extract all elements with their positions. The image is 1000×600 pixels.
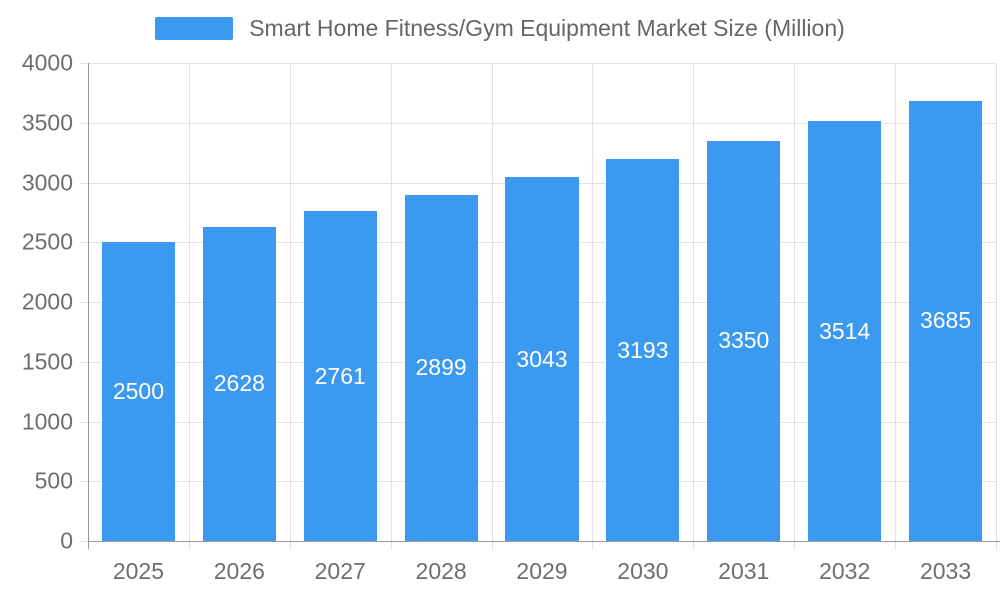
bar-2032[interactable]: 3514 [808,121,882,541]
y-tick-label: 0 [60,527,73,554]
bar-value-label: 3193 [617,336,669,363]
plot-area: 0 500 1000 1500 2000 2500 3000 3500 4000 2500 2025… [22,50,1000,584]
y-tick-mark [80,242,88,244]
y-tick-label: 1500 [21,348,73,375]
bar-value-label: 2500 [112,378,165,405]
x-tick-mark [390,542,392,550]
v-gridline [895,63,897,541]
y-tick-mark [80,63,88,64]
bar-2025[interactable]: 2500 [101,242,175,541]
y-tick-mark [80,182,88,184]
bar-2028[interactable]: 2899 [404,194,478,541]
bar-2027[interactable]: 2761 [303,211,377,541]
y-tick-mark [80,541,88,542]
y-tick-label: 2000 [21,288,73,315]
y-tick-label: 2500 [21,228,73,255]
bar-value-label: 2761 [314,362,366,389]
x-tick-label: 2025 [112,558,165,584]
x-tick-label: 2026 [213,558,265,584]
y-tick-label: 4000 [21,49,73,76]
bar-value-label: 2899 [415,354,467,381]
legend-label[interactable]: Smart Home Fitness/Gym Equipment Market … [249,15,845,41]
v-gridline [188,63,190,541]
bar-2026[interactable]: 2628 [202,226,276,541]
v-gridline [996,63,997,541]
x-tick-mark [491,542,493,550]
y-tick-mark [80,481,88,483]
x-tick-mark [188,542,190,550]
bar-value-label: 3350 [718,327,770,354]
x-tick-mark [794,542,796,550]
v-gridline [794,63,796,541]
y-axis-line [88,63,89,549]
x-tick-mark [289,542,291,550]
bar-2030[interactable]: 3193 [606,159,680,541]
x-tick-label: 2031 [718,558,770,584]
y-tick-mark [80,421,88,423]
bar-value-label: 3514 [819,317,871,344]
bar-2031[interactable]: 3350 [707,140,781,541]
v-gridline [592,63,594,541]
x-tick-mark [592,542,594,550]
bar-2033[interactable]: 3685 [908,100,983,541]
x-tick-label: 2028 [415,558,467,584]
bar-value-label: 2628 [213,370,265,397]
x-tick-label: 2032 [819,558,871,584]
x-tick-mark [895,542,897,550]
y-tick-mark [80,302,88,303]
x-axis-line [88,541,1000,542]
v-gridline [491,63,493,541]
y-tick-label: 3000 [21,169,73,195]
bar-value-label: 3043 [516,345,568,372]
legend: Smart Home Fitness/Gym Equipment Market … [0,15,1000,41]
bar-2029[interactable]: 3043 [505,177,579,541]
legend-swatch[interactable] [155,17,234,41]
x-tick-label: 2030 [617,558,669,584]
x-tick-label: 2033 [919,558,972,584]
h-gridline [88,122,996,124]
y-tick-mark [80,361,88,363]
v-gridline [693,63,695,541]
y-tick-mark [80,122,88,124]
y-tick-label: 1000 [21,408,73,434]
h-gridline [88,63,996,64]
y-tick-label: 500 [34,467,73,494]
bar-value-label: 3685 [919,307,972,334]
y-tick-label: 3500 [21,109,73,136]
x-tick-mark [996,542,997,550]
x-tick-label: 2027 [314,558,366,584]
v-gridline [289,63,291,541]
x-tick-mark [693,542,695,550]
x-tick-label: 2029 [516,558,568,584]
v-gridline [390,63,392,541]
